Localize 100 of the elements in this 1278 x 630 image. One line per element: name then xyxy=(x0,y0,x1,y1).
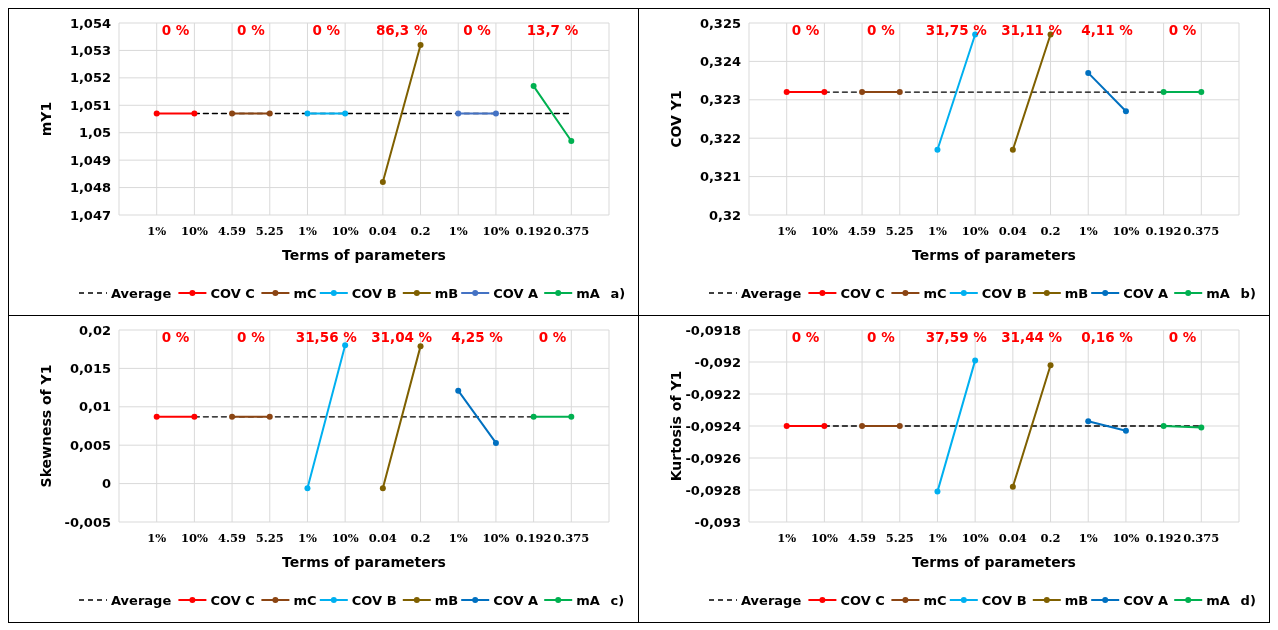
y-tick-label: 0,005 xyxy=(69,437,111,453)
x-tick-label: 1% xyxy=(777,224,797,238)
x-tick-label: 0.2 xyxy=(410,224,431,238)
annotation: 0 % xyxy=(791,329,820,345)
x-tick-label: 10% xyxy=(482,531,510,545)
legend-label: COV C xyxy=(840,285,885,301)
text: a) xyxy=(610,285,626,301)
x-tick-label: 0.192 xyxy=(1145,224,1182,238)
x-tick-label: 10% xyxy=(810,224,838,238)
x-tick-label: 1% xyxy=(448,531,468,545)
y-axis-title: mY1 xyxy=(38,101,54,137)
x-tick-label: 0.04 xyxy=(998,531,1027,545)
legend-label: COV B xyxy=(981,592,1027,608)
annotation: 0 % xyxy=(867,329,896,345)
legend-label: COV B xyxy=(351,592,397,608)
x-tick-label: 5.25 xyxy=(885,531,914,545)
annotation: 0 % xyxy=(538,329,567,345)
annotation: 31,56 % xyxy=(295,329,358,345)
x-tick-label: 5.25 xyxy=(255,224,284,238)
y-tick-label: 1,048 xyxy=(69,180,111,196)
annotation: 86,3 % xyxy=(375,22,428,38)
x-tick-label: 0.192 xyxy=(515,531,552,545)
y-tick-label: 0,321 xyxy=(699,169,741,185)
x-tick-label: 10% xyxy=(961,224,989,238)
annotation: 37,59 % xyxy=(925,329,988,345)
text: d) xyxy=(1240,592,1256,608)
y-tick-label: 1,049 xyxy=(69,152,111,168)
legend-label: COV C xyxy=(840,592,885,608)
x-tick-label: 0.2 xyxy=(1040,224,1061,238)
x-tick-label: 10% xyxy=(180,531,208,545)
y-tick-label: 1,052 xyxy=(69,70,111,86)
legend-label: Average xyxy=(111,285,172,301)
legend-label: mB xyxy=(1064,592,1089,608)
text: b) xyxy=(1240,285,1256,301)
x-tick-label: 0.192 xyxy=(1145,531,1182,545)
x-tick-label: 1% xyxy=(1078,531,1098,545)
x-tick-label: 0.375 xyxy=(1183,224,1220,238)
annotation: 0 % xyxy=(791,22,820,38)
text: c) xyxy=(610,592,625,608)
annotation: 0 % xyxy=(237,22,266,38)
legend-label: mB xyxy=(434,285,459,301)
legend-label: COV A xyxy=(1123,285,1169,301)
annotation: 0 % xyxy=(312,22,341,38)
x-tick-label: 10% xyxy=(961,531,989,545)
legend-label: COV C xyxy=(210,285,255,301)
x-tick-label: 5.25 xyxy=(255,531,284,545)
legend-label: mA xyxy=(1206,285,1230,301)
x-axis-title: Terms of parameters xyxy=(282,554,446,570)
y-tick-label: 0,015 xyxy=(69,360,111,376)
x-tick-label: 1% xyxy=(448,224,468,238)
x-tick-label: 0.04 xyxy=(368,224,397,238)
x-tick-label: 1% xyxy=(927,224,947,238)
y-tick-label: -0,0922 xyxy=(685,386,741,402)
legend-label: COV B xyxy=(981,285,1027,301)
y-tick-label: -0,005 xyxy=(64,514,111,530)
x-tick-label: 1% xyxy=(147,531,167,545)
legend-label: COV C xyxy=(210,592,255,608)
x-tick-label: 1% xyxy=(297,531,317,545)
y-tick-label: -0,0928 xyxy=(685,482,741,498)
legend-label: COV A xyxy=(493,285,539,301)
x-tick-label: 1% xyxy=(927,531,947,545)
x-tick-label: 1% xyxy=(297,224,317,238)
legend-label: Average xyxy=(741,592,802,608)
legend-label: mA xyxy=(1206,592,1230,608)
x-tick-label: 4.59 xyxy=(848,224,877,238)
x-tick-label: 10% xyxy=(180,224,208,238)
y-tick-label: -0,0924 xyxy=(685,418,741,434)
legend-label: mC xyxy=(293,285,317,301)
y-tick-label: 1,05 xyxy=(78,125,111,141)
x-tick-label: 1% xyxy=(777,531,797,545)
annotation: 0 % xyxy=(237,329,266,345)
annotation: 31,11 % xyxy=(1001,22,1063,38)
annotation: 0 % xyxy=(1168,22,1197,38)
legend-label: mA xyxy=(576,592,600,608)
annotation: 0 % xyxy=(1168,329,1197,345)
legend-label: mA xyxy=(576,285,600,301)
x-tick-label: 4.59 xyxy=(848,531,877,545)
y-tick-label: 1,054 xyxy=(69,15,111,31)
y-tick-label: 0,325 xyxy=(699,15,741,31)
y-tick-label: 0,32 xyxy=(708,207,741,223)
y-tick-label: 0,322 xyxy=(699,130,741,146)
x-tick-label: 1% xyxy=(147,224,167,238)
x-tick-label: 0.375 xyxy=(1183,531,1220,545)
x-tick-label: 10% xyxy=(331,224,359,238)
y-tick-label: 1,051 xyxy=(69,97,111,113)
annotation: 31,75 % xyxy=(925,22,988,38)
x-axis-title: Terms of parameters xyxy=(282,247,446,263)
y-axis-title: Skewness of Y1 xyxy=(38,364,54,488)
y-tick-label: 1,047 xyxy=(69,207,111,223)
x-tick-label: 10% xyxy=(482,224,510,238)
annotation: 0 % xyxy=(161,329,190,345)
legend-label: mC xyxy=(293,592,317,608)
annotation: 31,44 % xyxy=(1001,329,1063,345)
legend-label: mB xyxy=(434,592,459,608)
y-tick-label: 0,01 xyxy=(78,399,111,415)
x-tick-label: 10% xyxy=(810,531,838,545)
y-tick-label: 1,053 xyxy=(69,42,111,58)
y-axis-title: Kurtosis of Y1 xyxy=(668,370,684,482)
x-tick-label: 0.04 xyxy=(998,224,1027,238)
x-axis-title: Terms of parameters xyxy=(912,247,1076,263)
